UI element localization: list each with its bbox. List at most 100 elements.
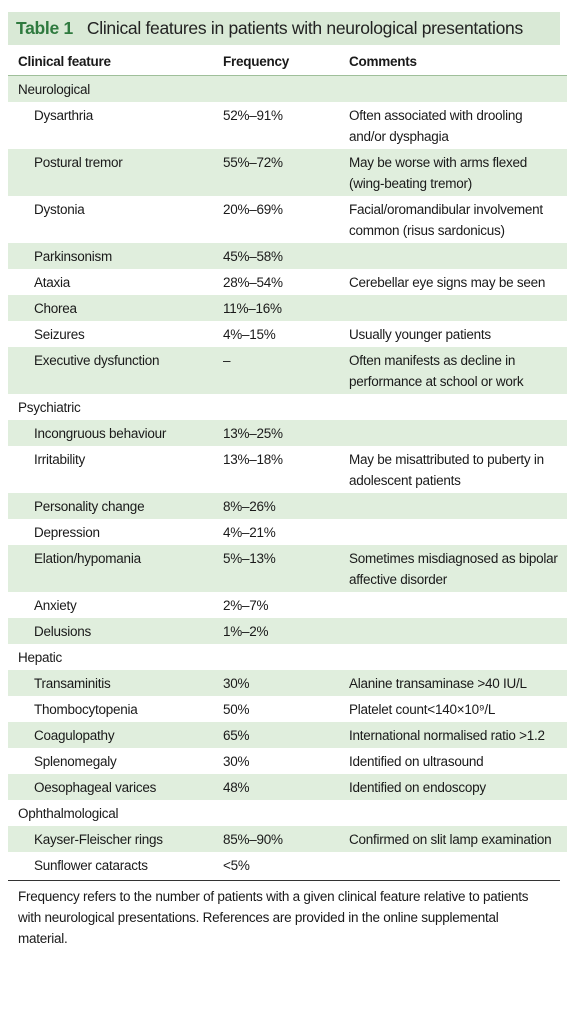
comment-cell: Platelet count<140×10⁹/L	[349, 702, 496, 717]
feature-cell: Thombocytopenia	[34, 702, 138, 717]
frequency-cell: 13%–18%	[223, 452, 283, 467]
frequency-cell: 8%–26%	[223, 493, 349, 519]
frequency-cell: 1%–2%	[223, 618, 349, 644]
header-row: Clinical feature Frequency Comments	[8, 45, 567, 76]
comment-cell: May be worse with arms flexed (wing-beat…	[349, 149, 567, 196]
table-row: Oesophageal varices 48% Identified on endo…	[8, 774, 567, 800]
feature-cell: Coagulopathy	[8, 722, 223, 748]
feature-cell: Dystonia	[34, 202, 85, 217]
feature-cell: Executive dysfunction	[8, 347, 223, 394]
frequency-cell: 30%	[223, 754, 250, 769]
table-row: Seizures 4%–15% Usually younger patients	[8, 321, 567, 347]
section-row: Ophthalmological	[8, 800, 567, 826]
table-figure: Table 1 Clinical features in patients wit…	[8, 0, 567, 949]
comment-cell: Confirmed on slit lamp examination	[349, 826, 567, 852]
feature-cell: Parkinsonism	[8, 243, 223, 269]
table-row: Elation/hypomania 5%–13% Sometimes misdiag…	[8, 545, 567, 592]
comment-cell: Identified on ultrasound	[349, 754, 484, 769]
comment-cell: Often associated with drooling and/or dy…	[349, 108, 523, 144]
section-heading: Hepatic	[18, 650, 63, 665]
table-row: Dystonia 20%–69% Facial/oromandibular invo…	[8, 196, 567, 243]
comment-cell	[349, 493, 567, 519]
table-row: Irritability 13%–18% May be misattributed …	[8, 446, 567, 493]
feature-cell: Irritability	[34, 452, 86, 467]
header-cell: Clinical feature	[8, 45, 223, 76]
comment-cell	[349, 243, 567, 269]
section-heading: Psychiatric	[18, 400, 81, 415]
feature-cell: Splenomegaly	[34, 754, 117, 769]
table-row: Thombocytopenia 50% Platelet count<140×10⁹…	[8, 696, 567, 722]
table-row: Delusions 1%–2%	[8, 618, 567, 644]
frequency-cell: 55%–72%	[223, 149, 349, 196]
feature-cell: Depression	[34, 525, 100, 540]
frequency-cell: 85%–90%	[223, 826, 349, 852]
section-row: Hepatic	[8, 644, 567, 670]
comment-cell: International normalised ratio >1.2	[349, 722, 567, 748]
frequency-cell: 52%–91%	[223, 108, 283, 123]
feature-cell: Transaminitis	[8, 670, 223, 696]
table-row: Transaminitis 30% Alanine transaminase >40…	[8, 670, 567, 696]
table-row: Splenomegaly 30% Identified on ultrasound	[8, 748, 567, 774]
table-row: Coagulopathy 65% International normalised …	[8, 722, 567, 748]
feature-cell: Oesophageal varices	[8, 774, 223, 800]
frequency-cell: 4%–15%	[223, 327, 276, 342]
feature-cell: Kayser-Fleischer rings	[8, 826, 223, 852]
comment-cell: Identified on endoscopy	[349, 774, 567, 800]
frequency-cell: <5%	[223, 858, 250, 873]
header-cell: Frequency	[223, 45, 349, 76]
feature-cell: Delusions	[8, 618, 223, 644]
comment-cell	[349, 295, 567, 321]
frequency-cell: 11%–16%	[223, 295, 349, 321]
frequency-cell: 13%–25%	[223, 420, 349, 446]
frequency-cell: 30%	[223, 670, 349, 696]
comment-cell: Cerebellar eye signs may be seen	[349, 275, 546, 290]
comment-cell: Usually younger patients	[349, 327, 491, 342]
feature-cell: Personality change	[8, 493, 223, 519]
comment-cell	[349, 852, 567, 878]
comment-cell	[349, 592, 567, 618]
table-title-text: Clinical features in patients with neuro…	[86, 18, 523, 38]
table-row: Dysarthria 52%–91% Often associated with d…	[8, 102, 567, 149]
table-row: Sunflower cataracts <5%	[8, 852, 567, 878]
comment-cell: Often manifests as decline in performanc…	[349, 347, 567, 394]
table-row: Chorea 11%–16%	[8, 295, 567, 321]
frequency-cell: –	[223, 347, 349, 394]
feature-cell: Dysarthria	[34, 108, 94, 123]
comment-cell: Facial/oromandibular involvement common …	[349, 202, 543, 238]
frequency-cell: 65%	[223, 722, 349, 748]
section-row: Psychiatric	[8, 394, 567, 420]
table-row: Personality change 8%–26%	[8, 493, 567, 519]
feature-cell: Seizures	[34, 327, 85, 342]
frequency-cell: 20%–69%	[223, 202, 283, 217]
feature-cell: Sunflower cataracts	[34, 858, 148, 873]
table-body: Neurological Dysarthria 52%–91% Often assoc…	[8, 75, 567, 879]
feature-cell: Anxiety	[34, 598, 77, 613]
frequency-cell: 50%	[223, 702, 250, 717]
feature-cell: Chorea	[8, 295, 223, 321]
comment-cell: Alanine transaminase >40 IU/L	[349, 670, 567, 696]
comment-cell: May be misattributed to puberty in adole…	[349, 452, 544, 488]
frequency-cell: 4%–21%	[223, 525, 276, 540]
table-row: Ataxia 28%–54% Cerebellar eye signs may be…	[8, 269, 567, 295]
table-title: Table 1 Clinical features in patients wit…	[8, 12, 560, 45]
comment-cell	[349, 519, 567, 545]
frequency-cell: 45%–58%	[223, 243, 349, 269]
frequency-cell: 48%	[223, 774, 349, 800]
comment-cell	[349, 618, 567, 644]
table-row: Anxiety 2%–7%	[8, 592, 567, 618]
feature-cell: Incongruous behaviour	[8, 420, 223, 446]
feature-cell: Postural tremor	[8, 149, 223, 196]
table-row: Parkinsonism 45%–58%	[8, 243, 567, 269]
table-row: Postural tremor 55%–72% May be worse with …	[8, 149, 567, 196]
feature-cell: Elation/hypomania	[8, 545, 223, 592]
table-label: Table 1	[16, 18, 73, 38]
frequency-cell: 2%–7%	[223, 598, 269, 613]
comment-cell: Sometimes misdiagnosed as bipolar affect…	[349, 545, 567, 592]
section-row: Neurological	[8, 75, 567, 102]
frequency-cell: 5%–13%	[223, 545, 349, 592]
comment-cell	[349, 420, 567, 446]
table: Clinical feature Frequency Comments Neur…	[8, 45, 567, 878]
table-row: Executive dysfunction – Often manifests as…	[8, 347, 567, 394]
frequency-cell: 28%–54%	[223, 275, 283, 290]
